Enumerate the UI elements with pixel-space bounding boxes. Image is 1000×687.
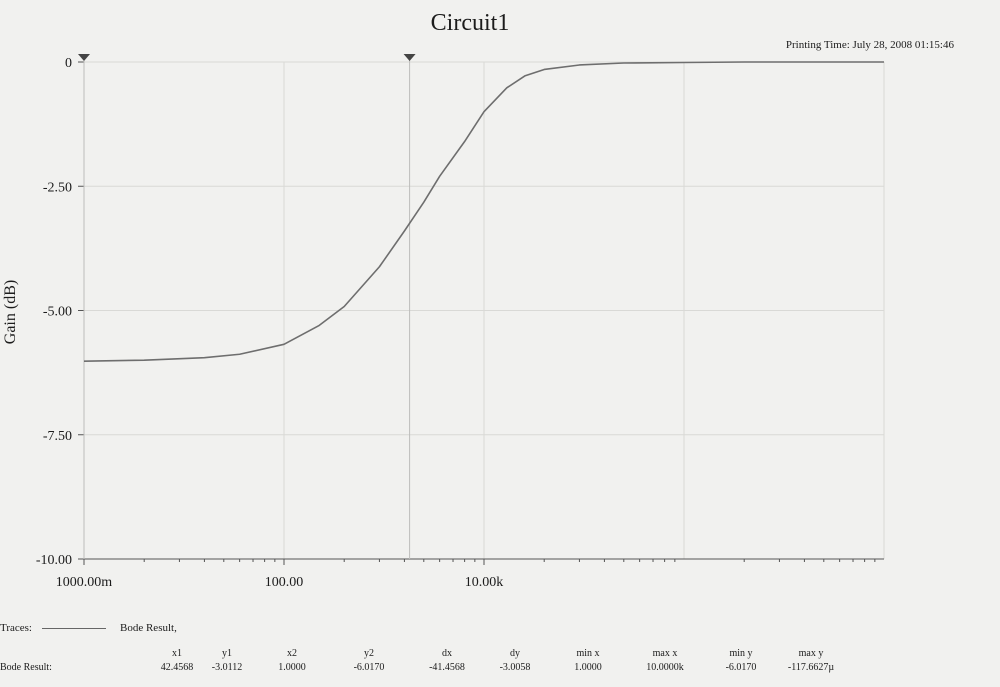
readout-value: -41.4568: [429, 662, 465, 673]
readout-header: x1: [172, 648, 182, 659]
y-tick-label: -5.00: [43, 305, 72, 320]
readout-value: -3.0112: [211, 662, 243, 673]
readout-row-label: Bode Result:: [0, 662, 52, 673]
y-tick-label: -10.00: [36, 553, 72, 568]
y-tick-label: -2.50: [43, 180, 72, 195]
x-tick-label: 1000.00m: [56, 575, 113, 590]
y-tick-label: -7.50: [43, 429, 72, 444]
readout-value: 10.0000k: [646, 662, 684, 673]
readout-header: max x: [652, 648, 678, 659]
readout-value: 1.0000: [574, 662, 602, 673]
readout-value: -117.6627µ: [787, 662, 835, 673]
readout-header: y1: [222, 648, 232, 659]
readout-header: dy: [510, 648, 520, 659]
y-tick-label: 0: [65, 56, 72, 71]
legend-line-swatch: [42, 628, 106, 629]
legend-series-name: Bode Result,: [120, 622, 177, 634]
readout-header: x2: [287, 648, 297, 659]
series-line-bode-result: [83, 61, 884, 362]
cursor-marker-2: [403, 54, 416, 61]
readout-value: -3.0058: [499, 662, 531, 673]
traces-label: Traces:: [0, 622, 32, 634]
traces-legend: Traces: Bode Result,: [0, 622, 300, 638]
x-tick-label: 100.00: [265, 575, 304, 590]
readout-value: 42.4568: [160, 662, 194, 673]
readout-header: min y: [729, 648, 753, 659]
chart-plot[interactable]: 0 -2.50 -5.00 -7.50 -10.00 1000.00m 100.00 10.0…: [0, 0, 1000, 600]
printing-time: Printing Time: July 28, 2008 01:15:46: [785, 39, 954, 51]
readout-value: 1.0000: [278, 662, 306, 673]
readout-header: min x: [576, 648, 600, 659]
readout-header: max y: [798, 648, 824, 659]
x-tick-label: 10.00k: [465, 575, 504, 590]
readout-value: -6.0170: [725, 662, 757, 673]
readout-value: -6.0170: [353, 662, 385, 673]
cursor-marker-1: [78, 54, 90, 61]
readout-header: y2: [364, 648, 374, 659]
chart-title: Circuit1: [430, 10, 510, 36]
readout-header: dx: [442, 648, 452, 659]
cursor-readout-table: Bode Result: x1 42.4568 y1 -3.0112 x2 1.0000 y…: [0, 648, 1000, 678]
y-axis-label: Gain (dB): [2, 279, 19, 345]
